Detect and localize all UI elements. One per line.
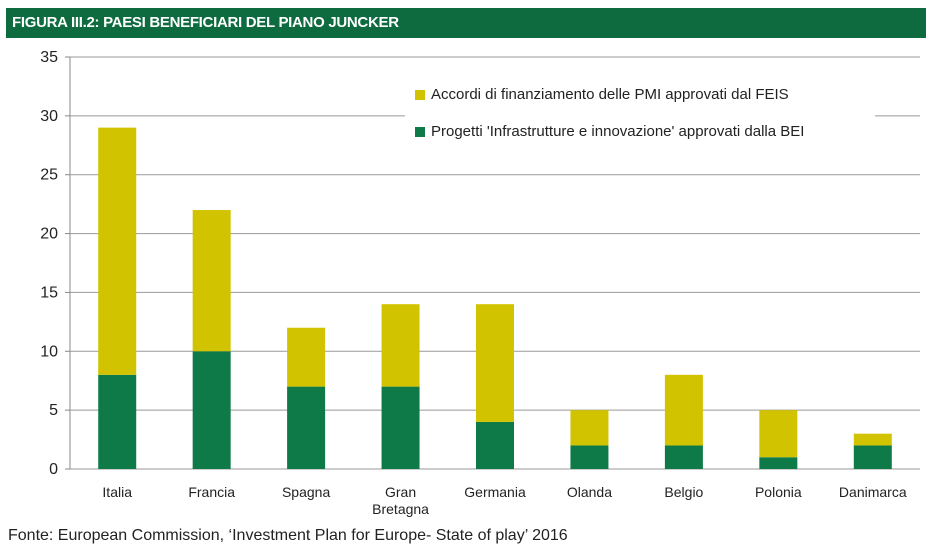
bar-segment — [853, 433, 892, 446]
legend-item: Accordi di finanziamento delle PMI appro… — [415, 86, 865, 103]
x-tick-label: Belgio — [664, 484, 703, 500]
x-tick-label: Germania — [464, 484, 526, 500]
legend-item: Progetti 'Infrastrutture e innovazione' … — [415, 123, 865, 140]
bar-segment — [664, 445, 703, 469]
legend-label: Progetti 'Infrastrutture e innovazione' … — [431, 123, 805, 140]
chart: 0 5 10 15 20 25 30 35 Italia Francia Spagna Gran Bre… — [40, 49, 920, 517]
y-tick-label: 30 — [40, 108, 58, 125]
bar-segment — [192, 210, 231, 352]
bar-segment — [98, 127, 137, 375]
y-tick-label: 15 — [40, 284, 58, 301]
y-tick-label: 10 — [40, 343, 58, 360]
chart-title: FIGURA III.2: PAESI BENEFICIARI DEL PIAN… — [6, 8, 926, 38]
y-tick-label: 5 — [49, 402, 58, 419]
y-tick-label: 20 — [40, 226, 58, 243]
x-tick-label: Danimarca — [839, 484, 907, 500]
bar-segment — [476, 421, 514, 469]
bar-segment — [570, 410, 609, 446]
x-tick-label: Spagna — [282, 484, 330, 500]
x-tick-label: Francia — [188, 484, 235, 500]
x-tick-label: Polonia — [755, 484, 802, 500]
y-tick-label: 25 — [40, 167, 58, 184]
bar-segment — [287, 386, 326, 469]
bar-segment — [664, 374, 703, 446]
legend-swatch — [415, 127, 425, 137]
bar-segment — [759, 410, 798, 458]
y-tick-label: 0 — [49, 461, 58, 478]
bar-segment — [381, 304, 420, 387]
bar-segment — [381, 386, 420, 469]
bar-segment — [287, 327, 326, 387]
bar-segment — [192, 351, 231, 469]
x-tick-label: Italia — [102, 484, 132, 500]
bar-segment — [570, 445, 609, 469]
source: Fonte: European Commission, ‘Investment … — [8, 527, 568, 544]
legend-swatch — [415, 90, 425, 100]
bar-segment — [759, 457, 798, 469]
x-tick-label: Olanda — [567, 484, 612, 500]
y-tick-label: 35 — [40, 49, 58, 66]
bar-segment — [476, 304, 514, 422]
legend: Accordi di finanziamento delle PMI appro… — [405, 80, 875, 146]
bar-segment — [853, 445, 892, 469]
legend-label: Accordi di finanziamento delle PMI appro… — [431, 86, 789, 103]
x-tick-label: Gran Bretagna — [372, 484, 429, 517]
bar-segment — [98, 374, 137, 469]
